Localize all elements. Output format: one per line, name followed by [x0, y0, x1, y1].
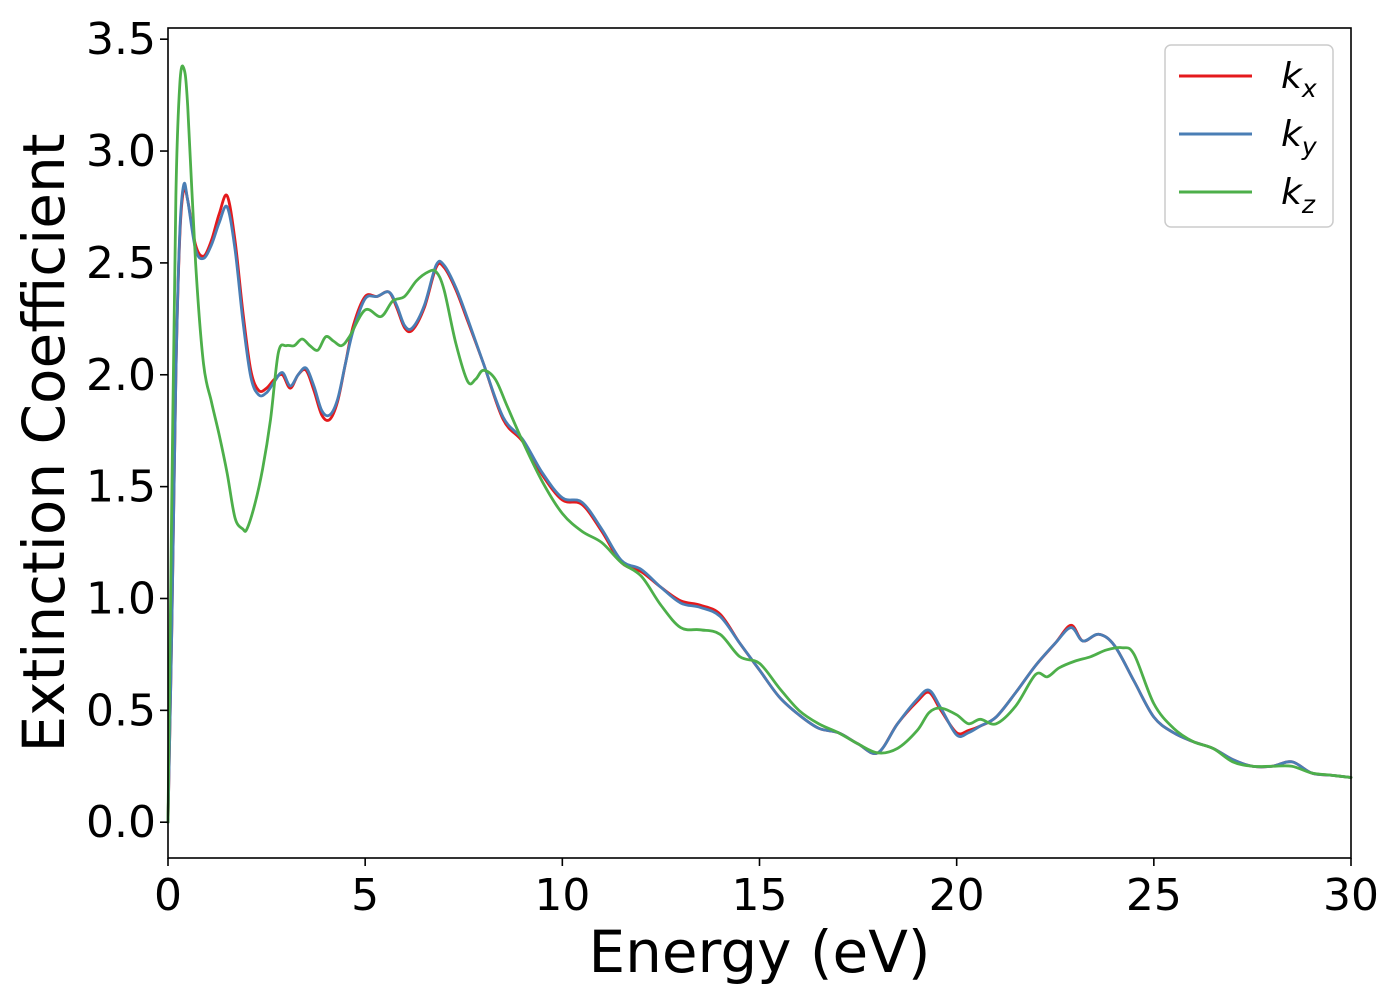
- legend-label-k-z: kz: [1281, 172, 1316, 219]
- series-line-k-z: [166, 64, 1353, 824]
- y-tick-label: 3.0: [86, 126, 156, 177]
- legend: kx ky kz: [1164, 44, 1334, 228]
- x-tick-label: 20: [929, 870, 985, 921]
- legend-box: [1164, 44, 1334, 228]
- legend-entries: kx ky kz: [1179, 56, 1318, 219]
- x-tick-label: 0: [154, 870, 182, 921]
- series-layer: [166, 64, 1353, 824]
- x-tick-label: 25: [1126, 870, 1182, 921]
- y-tick-label: 3.5: [86, 14, 156, 65]
- y-tick-label: 0.0: [86, 797, 156, 848]
- y-axis-title: Extinction Coefficient: [10, 134, 78, 753]
- y-tick-label: 2.5: [86, 238, 156, 289]
- x-tick-label: 15: [732, 870, 788, 921]
- legend-label-k-x: kx: [1281, 56, 1317, 103]
- x-tick-label: 10: [534, 870, 590, 921]
- x-tick-label: 5: [351, 870, 379, 921]
- x-tick-label: 30: [1323, 870, 1379, 921]
- ticks-layer: 0 5 10 15 20 25 30 0.0 0.5 1.0 1.5 2.0 2.5 3.0 3.5: [86, 14, 1379, 921]
- x-axis-title: Energy (eV): [588, 918, 930, 986]
- y-tick-label: 2.0: [86, 350, 156, 401]
- legend-label-k-y: ky: [1281, 114, 1318, 161]
- y-tick-label: 1.5: [86, 462, 156, 513]
- y-tick-label: 0.5: [86, 685, 156, 736]
- y-tick-label: 1.0: [86, 573, 156, 624]
- series-line-k-y: [166, 181, 1353, 824]
